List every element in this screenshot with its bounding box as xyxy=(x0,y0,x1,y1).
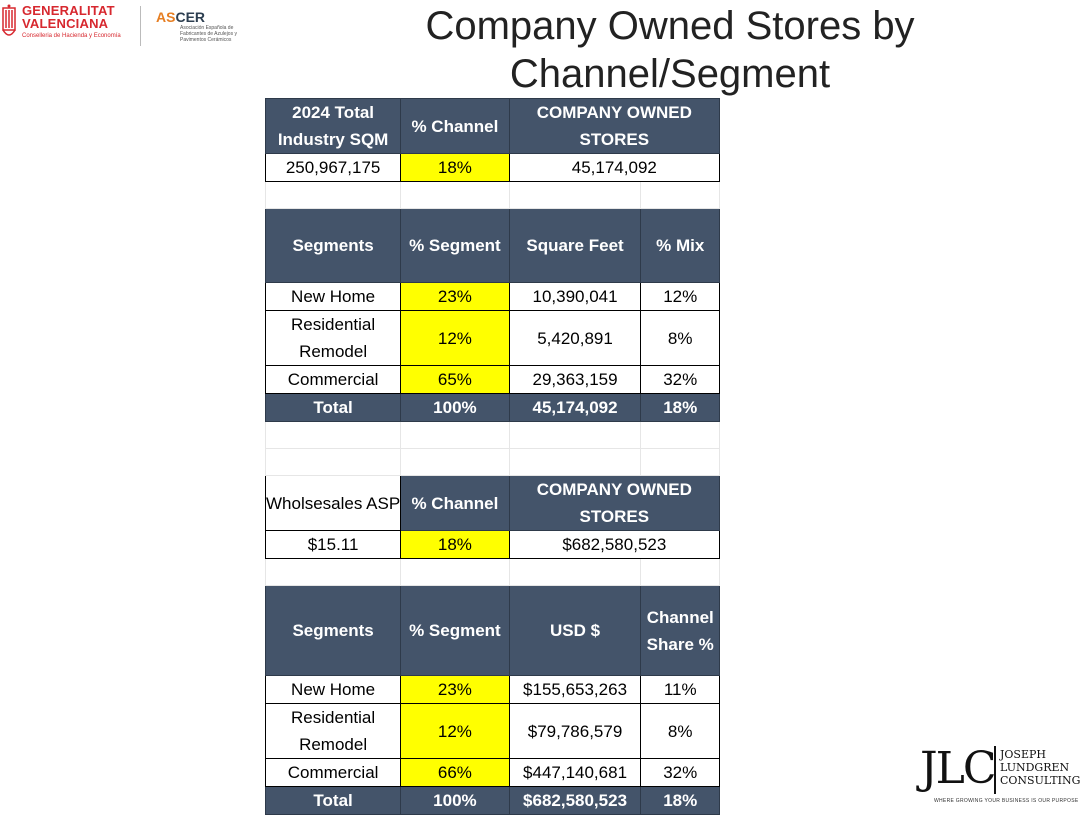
segment-name: Commercial xyxy=(264,365,402,394)
channel-percent-value: 18% xyxy=(400,153,510,182)
total-usd: $682,580,523 xyxy=(508,786,642,815)
header-segments: Segments xyxy=(264,585,402,676)
segment-square-feet: 10,390,041 xyxy=(508,282,642,311)
table-row: New Home 23% $155,653,263 11% xyxy=(264,675,720,704)
jlc-tagline: WHERE GROWING YOUR BUSINESS IS OUR PURPO… xyxy=(934,798,1079,804)
channel-percent-value: 18% xyxy=(400,530,510,559)
header-industry-sqm: 2024 Total Industry SQM xyxy=(264,98,402,154)
data-grid: 2024 Total Industry SQM % Channel COMPAN… xyxy=(264,98,721,815)
title-line2: Channel/Segment xyxy=(509,52,831,96)
spacer-row xyxy=(264,448,720,476)
header-segments: Segments xyxy=(264,208,402,283)
industry-sqm-value: 250,967,175 xyxy=(264,153,402,182)
ascer-logo: ASCER Asociación Española de Fabricantes… xyxy=(156,10,266,46)
segment-name: New Home xyxy=(264,675,402,704)
spacer-row xyxy=(264,181,720,209)
company-owned-usd-value: $682,580,523 xyxy=(508,530,721,559)
spacer-row xyxy=(264,558,720,586)
segment-square-feet: 5,420,891 xyxy=(508,310,642,366)
sqm-summary-value-row: 250,967,175 18% 45,174,092 xyxy=(264,153,721,182)
sqm-summary-header-row: 2024 Total Industry SQM % Channel COMPAN… xyxy=(264,98,721,154)
table-row: New Home 23% 10,390,041 12% xyxy=(264,282,720,311)
segment-name: Commercial xyxy=(264,758,402,787)
header-percent-channel: % Channel xyxy=(400,98,510,154)
usd-summary-value-row: $15.11 18% $682,580,523 xyxy=(264,530,721,559)
segment-name: Residential Remodel xyxy=(264,310,402,366)
usd-segments-header-row: Segments % Segment USD $ Channel Share % xyxy=(264,585,720,676)
header-percent-channel: % Channel xyxy=(400,475,510,531)
total-row: Total 100% 45,174,092 18% xyxy=(264,393,720,422)
header-wholesale-asp: Wholsesales ASP xyxy=(264,475,402,531)
segment-mix: 8% xyxy=(640,310,720,366)
segment-percent: 23% xyxy=(400,282,510,311)
table-row: Residential Remodel 12% $79,786,579 8% xyxy=(264,703,720,759)
jlc-wordmark: JOSEPH LUNDGREN CONSULTING xyxy=(1000,748,1080,787)
segment-usd: $155,653,263 xyxy=(508,675,642,704)
header-company-owned-stores: COMPANY OWNED STORES xyxy=(508,475,721,531)
segment-channel-share: 32% xyxy=(640,758,720,787)
total-percent: 100% xyxy=(400,786,510,815)
header-percent-segment: % Segment xyxy=(400,585,510,676)
segment-mix: 12% xyxy=(640,282,720,311)
table-row: Commercial 66% $447,140,681 32% xyxy=(264,758,720,787)
logo-divider xyxy=(140,6,141,46)
segment-mix: 32% xyxy=(640,365,720,394)
gv-name-line1: GENERALITAT xyxy=(22,3,115,18)
coat-of-arms-icon xyxy=(2,4,16,36)
jlc-word3: CONSULTING xyxy=(1000,774,1080,787)
total-label: Total xyxy=(264,393,402,422)
spacer-row xyxy=(264,421,720,449)
segment-percent: 65% xyxy=(400,365,510,394)
usd-summary-header-row: Wholsesales ASP % Channel COMPANY OWNED … xyxy=(264,475,721,531)
company-owned-sqm-value: 45,174,092 xyxy=(508,153,721,182)
segment-name: New Home xyxy=(264,282,402,311)
gv-department: Conselleria de Hacienda y Economía xyxy=(22,33,121,39)
segment-percent: 23% xyxy=(400,675,510,704)
header-percent-mix: % Mix xyxy=(640,208,720,283)
header-company-owned-stores: COMPANY OWNED STORES xyxy=(508,98,721,154)
segment-percent: 12% xyxy=(400,703,510,759)
segment-percent: 66% xyxy=(400,758,510,787)
header-usd: USD $ xyxy=(508,585,642,676)
wholesale-asp-value: $15.11 xyxy=(264,530,402,559)
gv-name-line2: VALENCIANA xyxy=(22,16,109,31)
total-mix: 18% xyxy=(640,393,720,422)
generalitat-valenciana-logo: GENERALITAT VALENCIANA Conselleria de Ha… xyxy=(0,4,150,48)
header-square-feet: Square Feet xyxy=(508,208,642,283)
title-line1: Company Owned Stores by xyxy=(425,4,915,48)
ascer-as: AS xyxy=(156,9,176,25)
segment-percent: 12% xyxy=(400,310,510,366)
table-row: Residential Remodel 12% 5,420,891 8% xyxy=(264,310,720,366)
ascer-rest: CER xyxy=(175,9,206,25)
segment-channel-share: 8% xyxy=(640,703,720,759)
page-title: Company Owned Stores by Channel/Segment xyxy=(400,2,940,98)
segment-usd: $79,786,579 xyxy=(508,703,642,759)
header-percent-segment: % Segment xyxy=(400,208,510,283)
total-percent: 100% xyxy=(400,393,510,422)
segment-channel-share: 11% xyxy=(640,675,720,704)
total-square-feet: 45,174,092 xyxy=(508,393,642,422)
header-channel-share: Channel Share % xyxy=(640,585,720,676)
segment-usd: $447,140,681 xyxy=(508,758,642,787)
jlc-word2: LUNDGREN xyxy=(1000,761,1070,774)
jlc-divider xyxy=(994,746,996,794)
jlc-monogram: JLC xyxy=(920,743,997,794)
segment-name: Residential Remodel xyxy=(264,703,402,759)
table-row: Commercial 65% 29,363,159 32% xyxy=(264,365,720,394)
total-channel-share: 18% xyxy=(640,786,720,815)
sqm-segments-header-row: Segments % Segment Square Feet % Mix xyxy=(264,208,720,283)
ascer-subtitle: Asociación Española de Fabricantes de Az… xyxy=(180,25,237,43)
segment-square-feet: 29,363,159 xyxy=(508,365,642,394)
total-row: Total 100% $682,580,523 18% xyxy=(264,786,720,815)
jlc-logo: JLC JOSEPH LUNDGREN CONSULTING WHERE GRO… xyxy=(918,742,1080,808)
total-label: Total xyxy=(264,786,402,815)
jlc-word1: JOSEPH xyxy=(1000,748,1046,761)
